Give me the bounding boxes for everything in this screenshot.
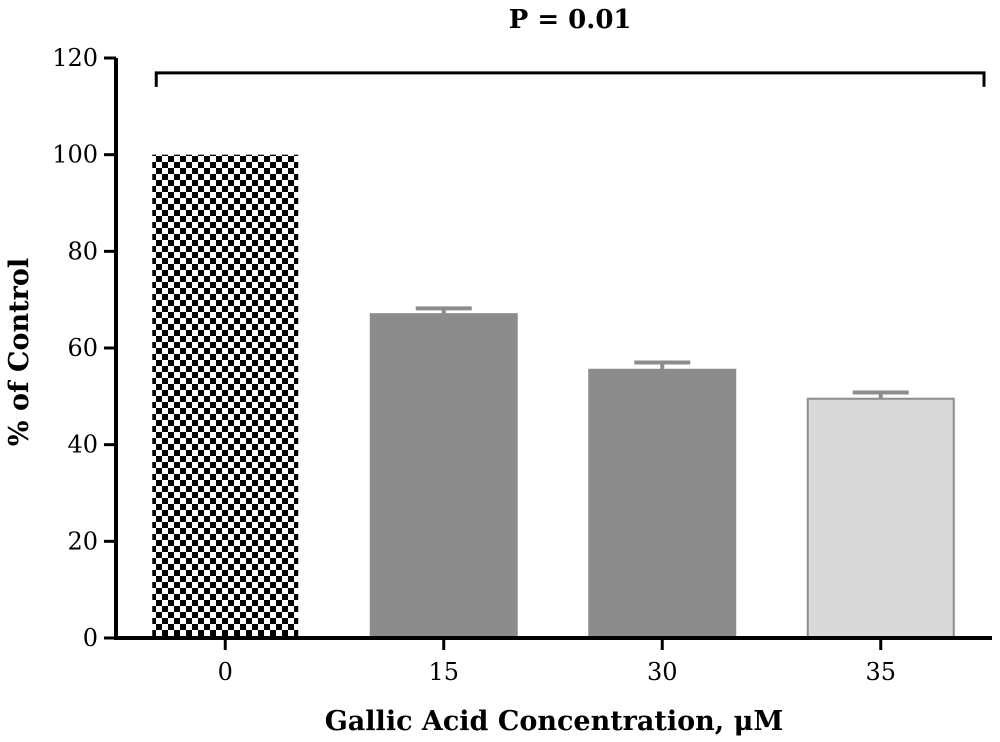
bar-0 bbox=[152, 154, 299, 638]
y-tick-label-20: 20 bbox=[67, 527, 98, 555]
y-tick-label-40: 40 bbox=[67, 431, 98, 459]
bar-35 bbox=[806, 397, 955, 639]
p-value-label: P = 0.01 bbox=[509, 5, 632, 35]
significance-annotation: P = 0.01 bbox=[154, 5, 986, 87]
y-tick-label-100: 100 bbox=[52, 141, 98, 169]
y-tick-label-80: 80 bbox=[67, 237, 98, 265]
y-ticks-group: 0 20 40 60 80 100 120 bbox=[52, 44, 116, 652]
significance-bracket bbox=[154, 71, 986, 87]
bar-15 bbox=[369, 313, 518, 639]
y-tick-label-60: 60 bbox=[67, 334, 98, 362]
error-bars-group bbox=[415, 306, 909, 399]
x-tick-label-30: 30 bbox=[647, 658, 678, 686]
x-ticks-group: 0 15 30 35 bbox=[218, 638, 896, 686]
y-tick-label-120: 120 bbox=[52, 44, 98, 72]
bar-30 bbox=[588, 368, 737, 639]
y-axis-title: % of Control bbox=[4, 258, 35, 446]
x-tick-label-0: 0 bbox=[218, 658, 233, 686]
y-tick-label-0: 0 bbox=[83, 624, 98, 652]
x-tick-label-15: 15 bbox=[428, 658, 459, 686]
x-tick-label-35: 35 bbox=[865, 658, 896, 686]
x-axis-title: Gallic Acid Concentration, μM bbox=[325, 706, 783, 737]
bars-group bbox=[152, 154, 955, 639]
